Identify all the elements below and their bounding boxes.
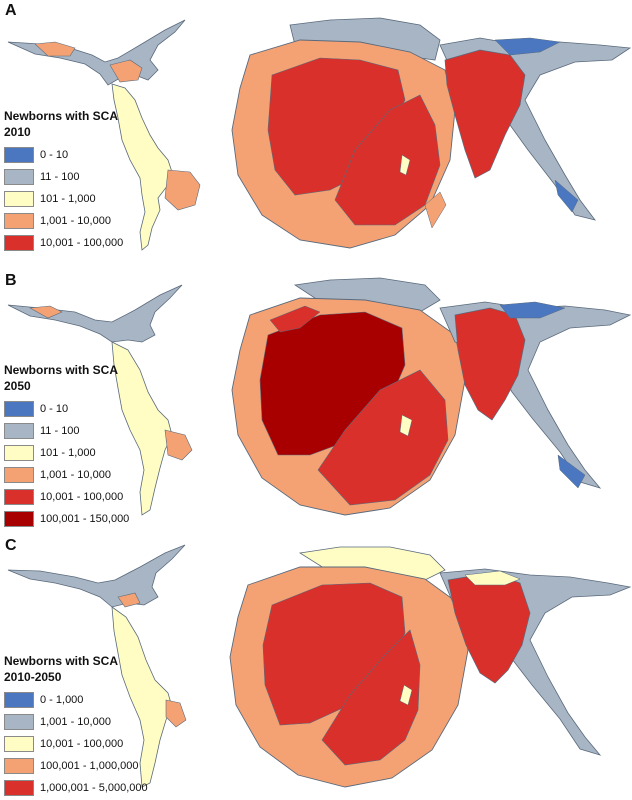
panel-label: C	[5, 537, 17, 554]
legend-title: Newborns with SCA	[4, 363, 119, 377]
legend-swatch	[4, 511, 34, 527]
legend-swatch	[4, 489, 34, 505]
legend-period: 2050	[4, 379, 31, 393]
legend-label: 100,001 - 150,000	[40, 513, 130, 525]
legend-label: 10,001 - 100,000	[40, 491, 124, 503]
asia	[439, 301, 632, 489]
africa-europe	[231, 17, 456, 249]
legend-item: 0 - 1,000	[4, 689, 148, 711]
legend-swatch	[4, 423, 34, 439]
legend-swatch	[4, 147, 34, 163]
legend-item: 100,001 - 1,000,000	[4, 755, 148, 777]
legend-item: 11 - 100	[4, 420, 129, 442]
legend-item: 101 - 1,000	[4, 442, 129, 464]
africa-europe	[231, 277, 466, 516]
legend-swatch	[4, 780, 34, 796]
asia	[439, 37, 632, 221]
map-panel-b: B Newborns with SCA 2050 0 - 10	[0, 270, 632, 535]
legend-label: 11 - 100	[40, 425, 80, 437]
legend-item: 100,001 - 150,000	[4, 508, 129, 530]
cartogram-map	[7, 544, 632, 788]
legend-period: 2010-2050	[4, 670, 62, 684]
legend-item: 1,000,001 - 5,000,000	[4, 777, 148, 799]
cartogram-map	[7, 277, 632, 516]
legend-label: 101 - 1,000	[40, 193, 96, 205]
legend-label: 1,001 - 10,000	[40, 215, 111, 227]
legend-item: 1,001 - 10,000	[4, 464, 129, 486]
legend-label: 0 - 10	[40, 403, 69, 415]
legend: Newborns with SCA 2010 0 - 10 11 - 100 1…	[4, 108, 123, 254]
cartogram-map	[7, 17, 632, 251]
legend-item: 10,001 - 100,000	[4, 232, 123, 254]
legend-swatch	[4, 445, 34, 461]
legend-swatch	[4, 235, 34, 251]
legend-item: 0 - 10	[4, 144, 123, 166]
legend-swatch	[4, 692, 34, 708]
legend-item: 10,001 - 100,000	[4, 733, 148, 755]
legend-swatch	[4, 191, 34, 207]
legend-item: 1,001 - 10,000	[4, 711, 148, 733]
legend: Newborns with SCA 2010-2050 0 - 1,000 1,…	[4, 653, 148, 799]
legend-swatch	[4, 736, 34, 752]
legend-label: 101 - 1,000	[40, 447, 96, 459]
africa-europe	[229, 546, 469, 788]
americas	[7, 544, 187, 788]
legend-item: 101 - 1,000	[4, 188, 123, 210]
legend-label: 10,001 - 100,000	[40, 738, 124, 750]
americas	[7, 284, 193, 516]
legend: Newborns with SCA 2050 0 - 10 11 - 100 1…	[4, 362, 129, 530]
legend-item: 1,001 - 10,000	[4, 210, 123, 232]
legend-swatch	[4, 714, 34, 730]
legend-label: 1,001 - 10,000	[40, 716, 111, 728]
legend-item: 10,001 - 100,000	[4, 486, 129, 508]
legend-swatch	[4, 467, 34, 483]
legend-label: 1,001 - 10,000	[40, 469, 111, 481]
legend-label: 1,000,001 - 5,000,000	[40, 782, 148, 794]
map-panel-c: C Newborns with SCA 2010-2050 0 - 1,000	[0, 535, 632, 800]
legend-item: 11 - 100	[4, 166, 123, 188]
legend-title: Newborns with SCA	[4, 109, 119, 123]
americas	[7, 19, 201, 251]
legend-swatch	[4, 758, 34, 774]
map-panel-a: A Newborns with SCA 2010	[0, 0, 632, 270]
legend-swatch	[4, 213, 34, 229]
legend-label: 0 - 1,000	[40, 694, 84, 706]
legend-swatch	[4, 169, 34, 185]
panel-label: A	[5, 2, 17, 19]
legend-label: 11 - 100	[40, 171, 80, 183]
panel-label: B	[5, 272, 17, 289]
legend-label: 0 - 10	[40, 149, 69, 161]
legend-swatch	[4, 401, 34, 417]
legend-label: 10,001 - 100,000	[40, 237, 124, 249]
legend-label: 100,001 - 1,000,000	[40, 760, 139, 772]
legend-item: 0 - 10	[4, 398, 129, 420]
asia	[439, 568, 632, 756]
legend-period: 2010	[4, 125, 31, 139]
legend-title: Newborns with SCA	[4, 654, 119, 668]
